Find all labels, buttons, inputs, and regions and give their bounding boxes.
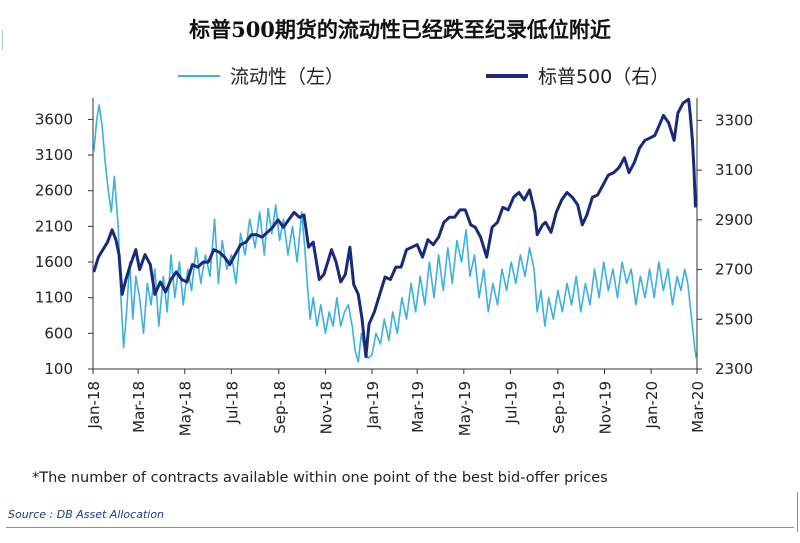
legend-label-sp500: 标普500（右） xyxy=(538,66,670,88)
frame-accent-left xyxy=(2,30,3,50)
y-right-tick-label: 2300 xyxy=(715,360,753,378)
y-right-tick-label: 3300 xyxy=(715,111,753,129)
legend: 流动性（左） 标普500（右） xyxy=(0,62,800,89)
x-tick-label: Sep-18 xyxy=(271,381,289,434)
x-tick-label: May-18 xyxy=(177,381,195,436)
page-title: 标普500期货的流动性已经跌至纪录低位附近 xyxy=(189,17,611,42)
chart-footnote: *The number of contracts available withi… xyxy=(32,470,608,486)
x-tick-label: Jul-19 xyxy=(502,381,520,425)
y-left-tick-label: 100 xyxy=(44,360,73,378)
x-tick-label: Jan-18 xyxy=(85,381,103,430)
series-line-sp500 xyxy=(92,97,697,359)
y-right-tick-label: 3100 xyxy=(715,161,753,179)
frame-accent-bottom xyxy=(6,527,794,528)
y-left-tick-label: 3100 xyxy=(35,146,73,164)
y-right-tick-label: 2900 xyxy=(715,211,753,229)
legend-swatch-sp500 xyxy=(486,73,528,78)
chart-area: 100 600 1100 1600 2100 2600 3100 3600 2300 2500 27… xyxy=(35,97,753,436)
frame-accent-right xyxy=(797,492,798,532)
x-tick-label: Nov-18 xyxy=(317,381,335,434)
legend-item-liquidity: 流动性（左） xyxy=(178,62,344,89)
y-left-tick-label: 1600 xyxy=(35,253,73,271)
x-tick-label: May-19 xyxy=(456,381,474,436)
x-tick-label: Jan-20 xyxy=(643,381,661,430)
x-tick-label: Mar-20 xyxy=(689,381,707,433)
y-left-tick-label: 1100 xyxy=(35,289,73,307)
legend-swatch-liquidity xyxy=(178,74,220,77)
y-left-tick-label: 3600 xyxy=(35,110,73,128)
x-tick-label: Jul-18 xyxy=(223,381,241,425)
series-line-liquidity xyxy=(93,104,697,363)
x-tick-label: Mar-19 xyxy=(409,381,427,433)
legend-label-liquidity: 流动性（左） xyxy=(230,66,345,88)
x-tick-label: Jan-19 xyxy=(364,381,382,430)
x-tick-label: Nov-19 xyxy=(596,381,614,434)
source-note: Source : DB Asset Allocation xyxy=(8,508,165,521)
y-left-tick-label: 600 xyxy=(44,324,73,342)
y-right-tick-label: 2500 xyxy=(715,310,753,328)
y-right-tick-label: 2700 xyxy=(715,261,753,279)
legend-item-sp500: 标普500（右） xyxy=(486,62,669,89)
y-left-tick-label: 2100 xyxy=(35,217,73,235)
x-tick-label: Mar-18 xyxy=(130,381,148,433)
x-tick-label: Sep-19 xyxy=(550,381,568,434)
y-left-tick-label: 2600 xyxy=(35,182,73,200)
